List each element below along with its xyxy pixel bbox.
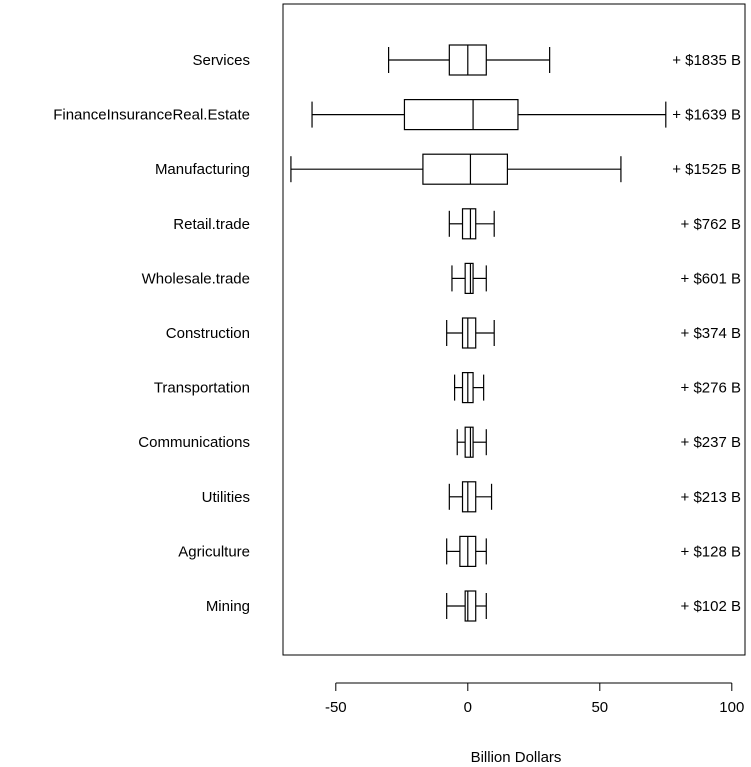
category-label: Retail.trade: [173, 216, 250, 233]
box-construction: [446, 317, 495, 349]
box-iqr: [403, 98, 519, 131]
x-tick-label: 50: [591, 699, 608, 716]
total-label: + $128 B: [681, 543, 741, 560]
total-label: + $276 B: [681, 380, 741, 397]
plot-frame: [282, 3, 746, 656]
total-label: + $374 B: [681, 325, 741, 342]
total-label: + $237 B: [681, 434, 741, 451]
total-label: + $762 B: [681, 216, 741, 233]
category-label: Mining: [206, 598, 250, 615]
category-label: Utilities: [202, 489, 250, 506]
box-utilities: [448, 481, 493, 513]
total-label: + $601 B: [681, 270, 741, 287]
box-wholesale-trade: [451, 262, 487, 294]
box-iqr: [461, 317, 477, 349]
box-iqr: [461, 208, 477, 240]
category-label: FinanceInsuranceReal.Estate: [53, 107, 250, 124]
box-agriculture: [446, 535, 487, 568]
category-label: Services: [192, 52, 250, 69]
x-axis: -50 0 50 100: [325, 682, 744, 716]
category-label: Transportation: [154, 380, 250, 397]
box-mining: [446, 590, 487, 622]
box-communications: [456, 426, 487, 458]
box-manufacturing: [290, 153, 622, 185]
box-services: [388, 44, 551, 76]
box-iqr: [422, 153, 509, 185]
category-labels: Services FinanceInsuranceReal.Estate Manuf…: [53, 52, 250, 615]
boxes: [290, 44, 667, 622]
total-label: + $213 B: [681, 489, 741, 506]
category-label: Agriculture: [178, 543, 250, 560]
box-iqr: [464, 590, 477, 622]
box-retail-trade: [448, 208, 495, 240]
category-label: Wholesale.trade: [142, 270, 250, 287]
total-label: + $1639 B: [672, 107, 741, 124]
total-label: + $1835 B: [672, 52, 741, 69]
box-iqr: [464, 426, 474, 458]
total-labels: + $1835 B + $1639 B + $1525 B + $762 B + $60…: [672, 52, 741, 615]
category-label: Manufacturing: [155, 161, 250, 178]
box-financeinsurancereal-estate: [311, 98, 667, 131]
total-label: + $1525 B: [672, 161, 741, 178]
x-tick-label: -50: [325, 699, 347, 716]
category-label: Construction: [166, 325, 250, 342]
category-label: Communications: [138, 434, 250, 451]
total-label: + $102 B: [681, 598, 741, 615]
x-axis-title: Billion Dollars: [471, 749, 562, 766]
box-transportation: [454, 372, 485, 404]
x-tick-label: 0: [464, 699, 472, 716]
x-tick-label: 100: [719, 699, 744, 716]
box-iqr: [464, 262, 474, 294]
box-iqr: [461, 481, 477, 513]
